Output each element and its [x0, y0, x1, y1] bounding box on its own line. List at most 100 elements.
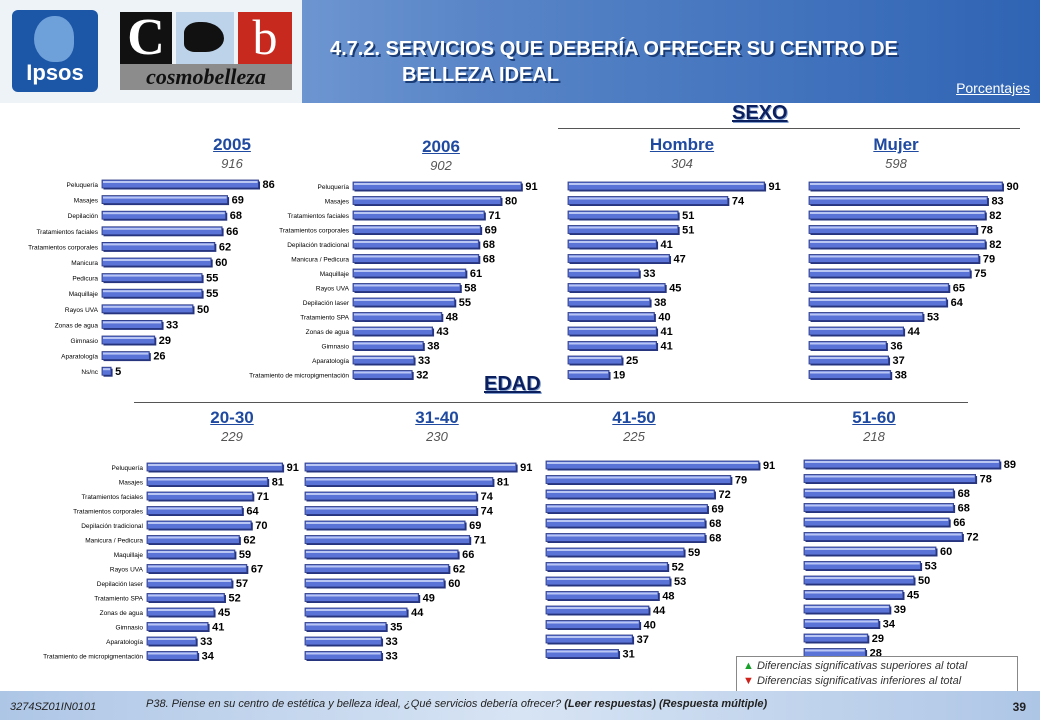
hombre-bar — [567, 297, 651, 307]
41-50-bar — [545, 591, 659, 600]
hombre-bar — [567, 370, 610, 379]
mujer-bar-highlight — [810, 299, 946, 301]
2005-bar — [101, 304, 194, 314]
41-50-bar-highlight — [547, 592, 658, 595]
41-50-value-label: 44 — [653, 605, 666, 617]
51-60-bar — [803, 575, 915, 585]
41-50-bar — [545, 504, 708, 513]
2006-bar — [352, 341, 424, 350]
20-30-value-label: 41 — [212, 622, 224, 634]
51-60-value-label: 72 — [966, 532, 978, 544]
2005-bar — [101, 195, 228, 205]
hombre-bar-highlight — [569, 212, 678, 214]
cosmobelleza-wordmark: cosmobelleza — [120, 64, 292, 90]
mujer-bar — [808, 370, 892, 379]
51-60-bar-highlight — [805, 591, 902, 594]
2005-value-label: 26 — [153, 351, 165, 363]
41-50-value-label: 37 — [637, 634, 649, 646]
20-30-category-label: Gimnasio — [116, 625, 144, 632]
2005-bar-highlight — [103, 212, 225, 215]
hombre-value-label: 33 — [643, 268, 655, 280]
legend-row-up: ▲ Diferencias significativas superiores … — [743, 660, 967, 672]
2006-category-label: Rayos UVA — [316, 286, 350, 293]
20-30-value-label: 81 — [272, 477, 284, 489]
31-40-bar — [304, 477, 494, 486]
41-50-bar-highlight — [547, 549, 684, 551]
2006-bar-highlight — [354, 342, 423, 345]
2006-value-label: 80 — [505, 196, 517, 208]
panel-41-50-header: 41-50 225 — [569, 408, 699, 444]
31-40-bar-highlight — [306, 507, 476, 510]
hombre-value-label: 45 — [669, 283, 681, 295]
20-30-bar-highlight — [148, 594, 224, 597]
2005-value-label: 62 — [219, 241, 231, 253]
hombre-value-label: 40 — [658, 312, 670, 324]
2006-category-label: Tratamiento de micropigmentación — [249, 373, 349, 380]
2006-category-label: Tratamientos corporales — [279, 228, 350, 235]
41-50-value-label: 48 — [662, 591, 674, 603]
logo-area: Ipsos C b cosmobelleza — [0, 0, 302, 103]
31-40-bar-highlight — [306, 609, 407, 611]
51-60-value-label: 29 — [872, 633, 884, 645]
panel-51-60-header: 51-60 218 — [809, 408, 939, 444]
20-30-bar — [146, 578, 233, 588]
mujer-value-label: 82 — [989, 239, 1001, 251]
2005-bar — [101, 257, 212, 267]
panel-2005-header: 2005 916 — [167, 135, 297, 171]
31-40-bar — [304, 622, 387, 631]
2006-bar-highlight — [354, 313, 441, 316]
hombre-bar-highlight — [569, 226, 678, 229]
2005-bar-highlight — [103, 227, 222, 230]
panel-41-50-base: 225 — [623, 429, 645, 444]
41-50-bar — [545, 489, 715, 499]
31-40-bar — [304, 607, 408, 617]
20-30-bar-highlight — [148, 464, 282, 466]
mujer-value-label: 44 — [908, 326, 921, 338]
31-40-value-label: 74 — [481, 506, 494, 518]
panel-2006-base: 902 — [430, 158, 452, 173]
2006-bar — [352, 355, 415, 365]
51-60-value-label: 45 — [907, 590, 919, 602]
51-60-bar-highlight — [805, 504, 953, 507]
20-30-bar-highlight — [148, 652, 197, 655]
2006-value-label: 68 — [483, 254, 495, 266]
panel-41-50-title: 41-50 — [612, 408, 656, 427]
mujer-bar-highlight — [810, 313, 922, 316]
hombre-value-label: 38 — [654, 297, 666, 309]
2006-bar-highlight — [354, 183, 521, 185]
41-50-bar — [545, 634, 633, 644]
hombre-value-label: 47 — [674, 254, 686, 266]
hombre-value-label: 41 — [661, 239, 673, 251]
20-30-bar-highlight — [148, 522, 251, 524]
2005-value-label: 55 — [206, 288, 218, 300]
mujer-value-label: 79 — [983, 254, 995, 266]
41-50-bar — [545, 460, 760, 470]
51-60-bar-highlight — [805, 562, 920, 565]
2005-value-label: 68 — [230, 210, 242, 222]
2005-value-label: 69 — [232, 195, 244, 207]
20-30-category-label: Depilación tradicional — [81, 523, 143, 530]
20-30-category-label: Maquillaje — [114, 552, 144, 559]
2006-value-label: 33 — [418, 355, 430, 367]
51-60-bar — [803, 474, 977, 483]
mujer-bar — [808, 225, 978, 234]
panel-hombre-base: 304 — [671, 156, 693, 171]
mujer-bar-highlight — [810, 212, 985, 214]
20-30-bar — [146, 520, 252, 530]
panel-mujer-title: Mujer — [873, 135, 919, 154]
hombre-value-label: 74 — [732, 196, 745, 208]
2005-category-label: Maquillaje — [69, 291, 99, 298]
units-label: Porcentajes — [956, 80, 1030, 96]
31-40-bar-highlight — [306, 493, 476, 495]
2006-bar-highlight — [354, 270, 465, 272]
31-40-bar — [304, 593, 420, 602]
20-30-bar — [146, 491, 254, 501]
mujer-bar-highlight — [810, 270, 970, 272]
panel-2005-base: 916 — [221, 156, 243, 171]
2005-bar-highlight — [103, 181, 258, 183]
2005-category-label: Zonas de agua — [55, 322, 99, 329]
41-50-bar-highlight — [547, 650, 618, 653]
31-40-bar — [304, 578, 445, 588]
31-40-bar — [304, 491, 478, 501]
